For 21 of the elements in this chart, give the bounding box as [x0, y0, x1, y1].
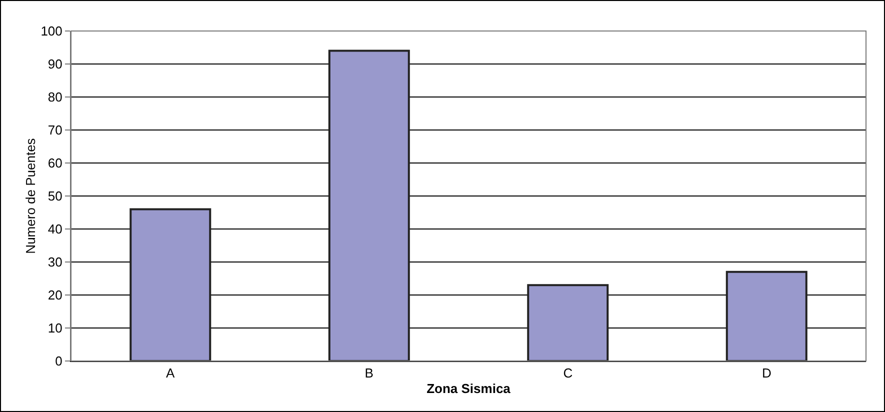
y-tick-label: 30: [48, 254, 62, 270]
bar: [130, 208, 212, 361]
x-tick-label: A: [166, 366, 176, 381]
y-tick-label: 40: [48, 222, 62, 237]
y-tick-label: 100: [40, 24, 62, 39]
x-tick-label: D: [762, 366, 772, 381]
y-tick-label: 80: [48, 90, 62, 105]
y-tick-label: 70: [48, 122, 62, 138]
bar: [328, 50, 410, 361]
x-axis-title: Zona Sismica: [426, 381, 512, 396]
x-tick-label: B: [364, 366, 374, 381]
y-axis-title: Numero de Puentes: [23, 138, 38, 254]
x-tick-label: C: [563, 366, 573, 381]
y-tick-label: 50: [48, 188, 62, 204]
y-tick-label: 0: [55, 354, 62, 369]
bar: [726, 270, 808, 361]
y-tick-label: 60: [48, 156, 62, 171]
bar: [527, 284, 609, 361]
y-tick-label: 90: [48, 56, 62, 72]
y-tick-label: 20: [48, 288, 62, 303]
y-tick-label: 10: [48, 320, 62, 336]
